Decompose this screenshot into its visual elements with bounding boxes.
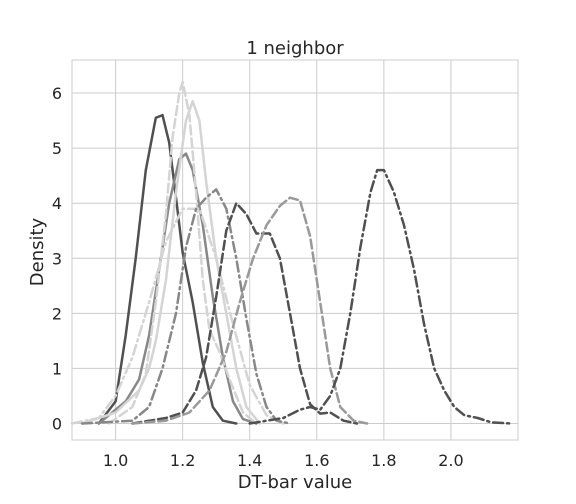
y-tick-labels: 0 1 2 3 4 5 6 xyxy=(52,84,62,433)
series-group xyxy=(70,80,513,425)
series-line-4 xyxy=(80,100,262,425)
y-axis-label: Density xyxy=(27,217,48,286)
x-tick-label: 1.4 xyxy=(237,451,262,470)
series-line-2 xyxy=(97,152,258,425)
y-tick-label: 5 xyxy=(52,139,62,158)
x-tick-label: 2.0 xyxy=(438,451,463,470)
x-tick-label: 1.6 xyxy=(304,451,329,470)
y-tick-label: 6 xyxy=(52,84,62,103)
chart-title: 1 neighbor xyxy=(246,38,344,59)
series-line-8 xyxy=(131,196,369,425)
series-line-7 xyxy=(131,201,359,425)
series-line-3 xyxy=(107,80,258,425)
x-tick-label: 1.2 xyxy=(170,451,195,470)
y-tick-label: 2 xyxy=(52,304,62,323)
x-tick-label: 1.0 xyxy=(103,451,128,470)
series-line-6 xyxy=(80,188,292,425)
series-line-9 xyxy=(248,168,513,425)
series-line-5 xyxy=(70,207,285,425)
y-tick-label: 1 xyxy=(52,359,62,378)
series-line-1 xyxy=(97,113,238,425)
x-tick-label: 1.8 xyxy=(371,451,396,470)
y-tick-label: 0 xyxy=(52,414,62,433)
y-tick-label: 4 xyxy=(52,194,62,213)
x-axis-label: DT-bar value xyxy=(238,472,352,493)
y-tick-label: 3 xyxy=(52,249,62,268)
x-tick-labels: 1.0 1.2 1.4 1.6 1.8 2.0 xyxy=(103,451,464,470)
